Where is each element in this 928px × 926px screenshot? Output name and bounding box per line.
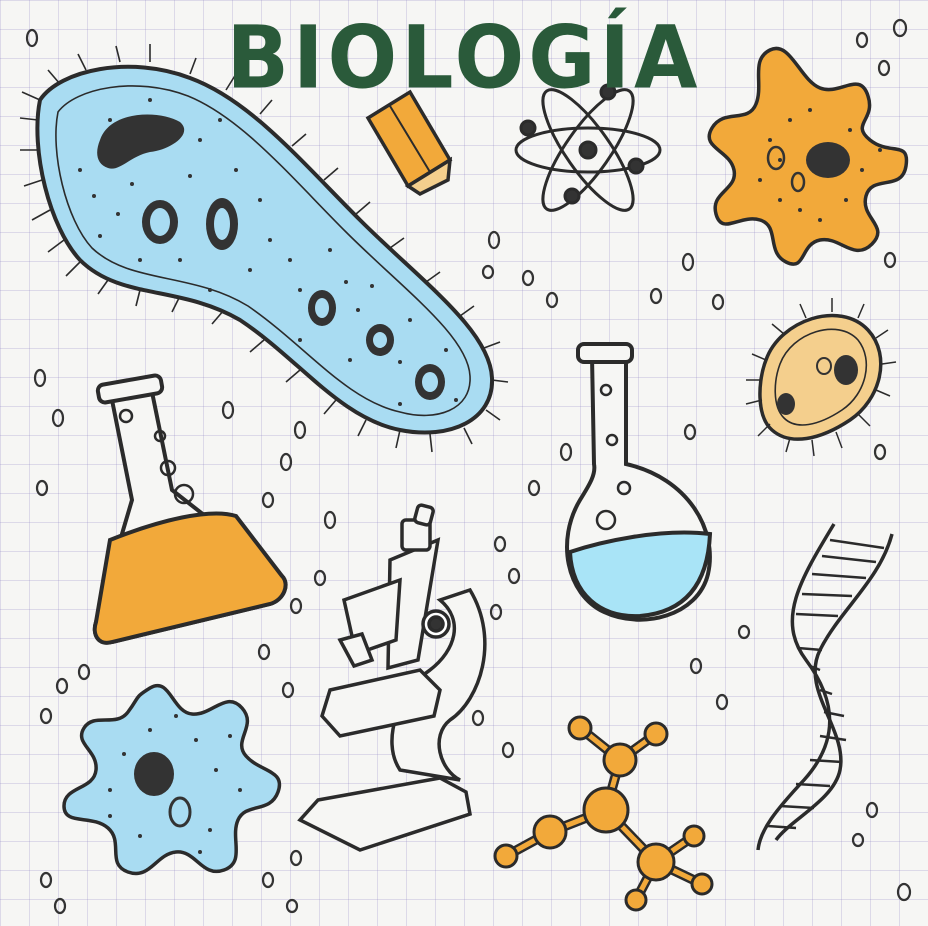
molecule-illustration [495,717,712,910]
dna-helix-illustration [758,524,892,850]
bacterium-orange-illustration [746,298,896,456]
erlenmeyer-flask-illustration [95,375,286,643]
microscope-illustration [300,504,485,850]
amoeba-blue-illustration [64,686,279,874]
page-title: BIOLOGÍA [0,16,928,102]
round-flask-illustration [567,344,710,620]
